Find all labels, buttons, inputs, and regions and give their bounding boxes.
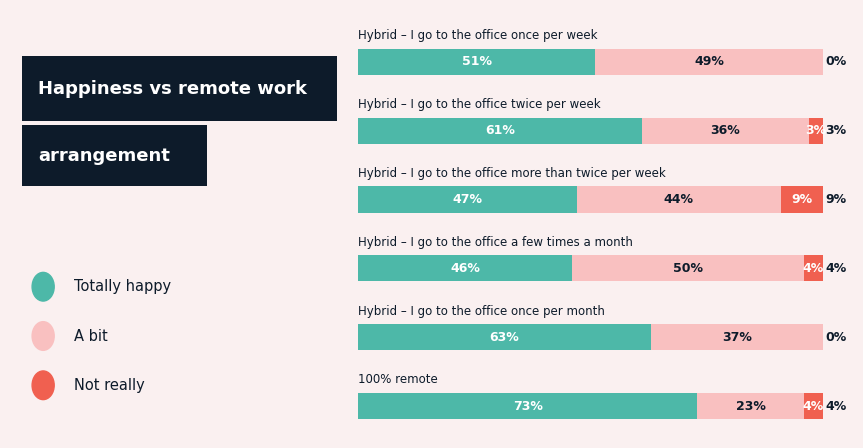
FancyBboxPatch shape — [651, 324, 822, 350]
Text: Hybrid – I go to the office a few times a month: Hybrid – I go to the office a few times … — [358, 236, 633, 249]
FancyBboxPatch shape — [22, 125, 207, 186]
FancyBboxPatch shape — [358, 118, 641, 144]
Text: 37%: 37% — [721, 331, 752, 344]
Text: 47%: 47% — [452, 193, 482, 206]
FancyBboxPatch shape — [781, 186, 822, 213]
Text: 49%: 49% — [694, 56, 724, 69]
FancyBboxPatch shape — [358, 255, 572, 281]
FancyBboxPatch shape — [358, 186, 576, 213]
Text: 4%: 4% — [803, 400, 824, 413]
Circle shape — [32, 272, 54, 301]
Circle shape — [32, 322, 54, 350]
Text: 73%: 73% — [513, 400, 543, 413]
FancyBboxPatch shape — [804, 393, 822, 419]
FancyBboxPatch shape — [572, 255, 804, 281]
Text: 23%: 23% — [736, 400, 765, 413]
FancyBboxPatch shape — [697, 393, 804, 419]
Text: 44%: 44% — [664, 193, 694, 206]
Text: Not really: Not really — [74, 378, 145, 393]
FancyBboxPatch shape — [358, 49, 595, 75]
Text: 0%: 0% — [825, 56, 847, 69]
Text: Hybrid – I go to the office more than twice per week: Hybrid – I go to the office more than tw… — [358, 167, 666, 180]
FancyBboxPatch shape — [809, 118, 822, 144]
FancyBboxPatch shape — [22, 56, 337, 121]
Text: 61%: 61% — [485, 124, 515, 137]
Circle shape — [32, 371, 54, 400]
Text: 9%: 9% — [825, 193, 847, 206]
Text: 50%: 50% — [673, 262, 703, 275]
Text: Totally happy: Totally happy — [74, 279, 172, 294]
Text: 4%: 4% — [825, 400, 847, 413]
FancyBboxPatch shape — [358, 324, 651, 350]
Text: 100% remote: 100% remote — [358, 373, 438, 386]
Text: 9%: 9% — [791, 193, 812, 206]
Text: Hybrid – I go to the office once per week: Hybrid – I go to the office once per wee… — [358, 29, 598, 42]
Text: arrangement: arrangement — [38, 147, 170, 165]
Text: A bit: A bit — [74, 328, 108, 344]
FancyBboxPatch shape — [358, 393, 697, 419]
Text: Hybrid – I go to the office twice per week: Hybrid – I go to the office twice per we… — [358, 98, 601, 111]
Text: Hybrid – I go to the office once per month: Hybrid – I go to the office once per mon… — [358, 305, 605, 318]
Text: 3%: 3% — [805, 124, 827, 137]
Text: 4%: 4% — [825, 262, 847, 275]
FancyBboxPatch shape — [641, 118, 809, 144]
Text: 63%: 63% — [489, 331, 520, 344]
Text: 51%: 51% — [462, 56, 492, 69]
Text: 36%: 36% — [710, 124, 740, 137]
FancyBboxPatch shape — [576, 186, 781, 213]
Text: 46%: 46% — [450, 262, 480, 275]
FancyBboxPatch shape — [595, 49, 822, 75]
Text: 4%: 4% — [803, 262, 824, 275]
Text: 0%: 0% — [825, 331, 847, 344]
FancyBboxPatch shape — [804, 255, 822, 281]
Text: Happiness vs remote work: Happiness vs remote work — [38, 80, 307, 98]
Text: 3%: 3% — [825, 124, 847, 137]
